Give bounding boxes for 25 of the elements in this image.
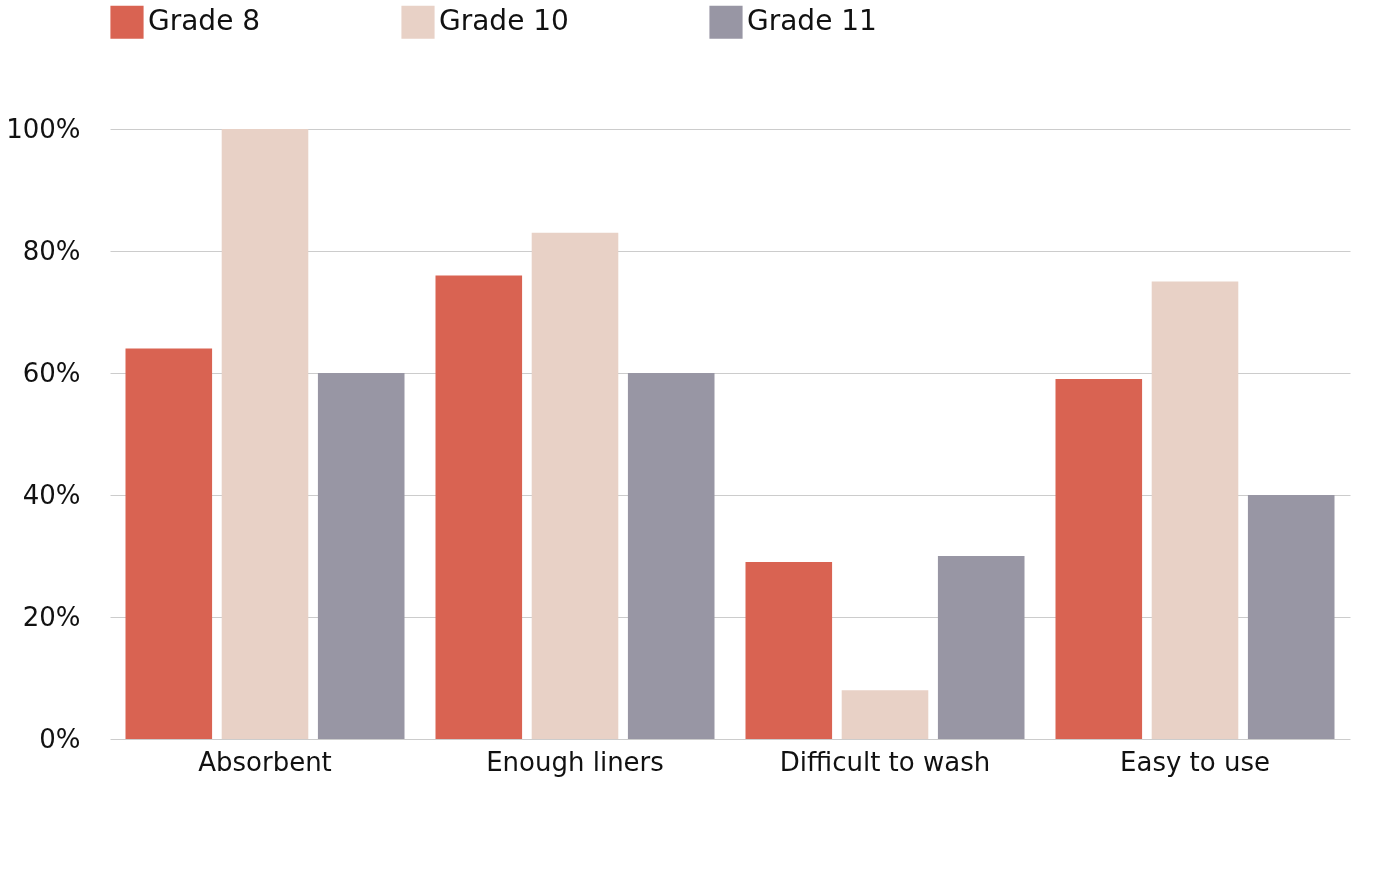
bar — [1151, 281, 1239, 739]
y-tick-label: 0% — [39, 723, 81, 754]
legend-label: Grade 10 — [439, 4, 569, 38]
bar — [937, 556, 1025, 739]
bar — [317, 373, 405, 739]
bar — [221, 129, 309, 739]
bar — [841, 690, 929, 739]
bar — [627, 373, 715, 739]
y-tick-label: 80% — [22, 235, 81, 266]
bar — [531, 232, 619, 739]
bar — [1247, 495, 1335, 739]
x-tick-label: Enough liners — [486, 746, 664, 777]
bar — [125, 348, 213, 739]
y-tick-label: 60% — [22, 357, 81, 388]
bar — [1055, 379, 1143, 739]
y-tick-label: 100% — [6, 113, 81, 144]
x-tick-label: Absorbent — [198, 746, 332, 777]
x-tick-label: Easy to use — [1120, 746, 1270, 777]
legend-label: Grade 8 — [148, 4, 261, 38]
bar — [435, 275, 523, 739]
bar — [745, 562, 833, 739]
legend-label: Grade 11 — [747, 4, 877, 38]
y-tick-label: 20% — [22, 601, 81, 632]
x-tick-label: Difficult to wash — [779, 746, 991, 777]
y-tick-label: 40% — [22, 479, 81, 510]
